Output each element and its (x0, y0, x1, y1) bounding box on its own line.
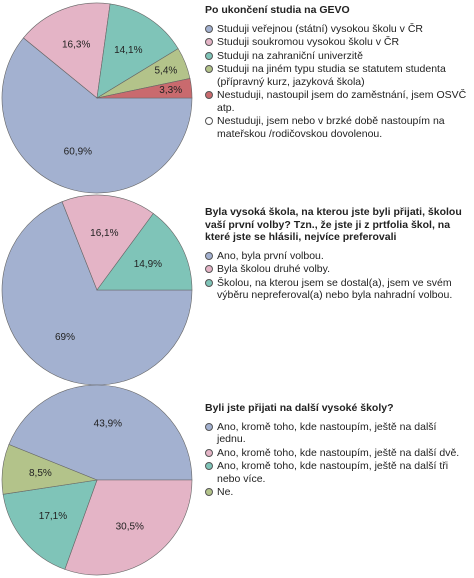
data-label: 14,1% (114, 45, 142, 56)
legend-label: Studuji na zahraniční univerzitě (217, 49, 363, 62)
legend-label: Nestuduji, nastoupil jsem do zaměstnání,… (217, 89, 467, 114)
data-label: 14,9% (134, 259, 162, 270)
pie-slice (22, 2, 111, 99)
legend-label: Ano, byla první volbou. (217, 249, 324, 262)
pie-slice (61, 194, 154, 291)
legend-item: Studuji soukromou vysokou školu v ČR (205, 36, 467, 49)
chart: 43,9% 30,5% 17,1% 8,5% Byli jste přijati na … (0, 382, 474, 576)
legend-item: Nestuduji, jsem nebo v brzké době nastou… (205, 115, 467, 140)
legend-label: Byla školou druhé volby. (217, 263, 331, 275)
legend-marker (205, 91, 213, 99)
legend-label: Studuji soukromou vysokou školu v ČR (217, 36, 400, 48)
legend-marker (205, 462, 213, 470)
legend-item: Studuji na zahraniční univerzitě (205, 50, 467, 63)
pie-slice (1, 444, 99, 495)
legend-item: Ano, kromě toho, kde nastoupím, ještě na… (205, 421, 467, 446)
legend-label: Ne. (217, 486, 234, 498)
chart: 60,9% 16,3% 14,1% 5,4% 3,3% Po ukončení studi… (0, 0, 474, 194)
legend-label: Nestuduji, jsem nebo v brzké době nastou… (217, 115, 445, 140)
pie-slice (1, 201, 193, 386)
pie-chart: 60,9% 16,3% 14,1% 5,4% 3,3% (1, 2, 193, 194)
legend-marker (205, 65, 213, 73)
chart-title: Byla vysoká škola, na kterou jste byli p… (205, 206, 462, 243)
pie-slice (2, 479, 98, 570)
legend-marker (205, 278, 213, 287)
pie-slice (96, 213, 193, 291)
legend-item: Ano, byla první volbou. (205, 250, 467, 263)
data-label: 8,5% (29, 468, 52, 479)
data-label: 30,5% (116, 521, 144, 532)
pie-chart: 69% 16,1% 14,9% (1, 194, 193, 386)
legend-item: Ne. (205, 486, 467, 499)
chart-title: Po ukončení studia na GEVO (205, 4, 350, 16)
legend-marker (205, 51, 213, 60)
legend-marker (205, 251, 213, 260)
legend-marker (205, 117, 213, 125)
pie-chart: 43,9% 30,5% 17,1% 8,5% (1, 384, 193, 576)
chart-title: Byli jste přijati na další vysoké školy? (205, 402, 394, 414)
legend-marker (205, 24, 213, 33)
legend-label: Ano, kromě toho, kde nastoupím, ještě na… (217, 420, 437, 446)
data-label: 60,9% (64, 146, 92, 157)
legend-item: Studuji na jiném typu studia se statutem… (205, 63, 467, 88)
pie-slice (96, 78, 193, 99)
pie-slice (1, 37, 193, 194)
legend-item: Nestuduji, nastoupil jsem do zaměstnání,… (205, 89, 467, 114)
data-label: 43,9% (94, 419, 122, 430)
legend-item: Ano, kromě toho, kde nastoupím, ještě na… (205, 460, 467, 485)
data-label: 16,3% (62, 40, 90, 51)
legend-label: Studuji na jiném typu studia se statutem… (217, 63, 446, 88)
legend-item: Studuji veřejnou (státní) vysokou školu … (205, 23, 467, 36)
legend: Byla vysoká škola, na kterou jste byli p… (205, 206, 467, 303)
pie-slice (64, 479, 193, 576)
legend-item: Byla školou druhé volby. (205, 263, 467, 276)
legend-marker (205, 38, 213, 46)
data-label: 69% (55, 332, 75, 343)
legend: Po ukončení studia na GEVO Studuji veřejn… (205, 4, 467, 141)
legend-label: Ano, kromě toho, kde nastoupím, ještě na… (217, 446, 460, 459)
data-label: 17,1% (39, 511, 67, 522)
data-label: 5,4% (154, 65, 177, 76)
legend-item: Školou, na kterou jsem se dostal(a), jse… (205, 277, 467, 302)
legend-item: Ano, kromě toho, kde nastoupím, ještě na… (205, 447, 467, 460)
legend-label: Studuji veřejnou (státní) vysokou školu … (217, 22, 424, 35)
chart: 69% 16,1% 14,9% Byla vysoká škola, na ktero… (0, 192, 474, 386)
data-label: 16,1% (90, 228, 118, 239)
pie-slice (96, 3, 179, 99)
data-label: 3,3% (159, 85, 182, 96)
legend-label: Ano, kromě toho, kde nastoupím, ještě na… (217, 460, 449, 485)
pie-slice (8, 384, 193, 481)
legend-marker (205, 422, 213, 431)
legend: Byli jste přijati na další vysoké školy?… (205, 402, 467, 500)
legend-marker (205, 448, 213, 457)
legend-marker (205, 488, 213, 496)
legend-marker (205, 265, 213, 273)
legend-label: Školou, na kterou jsem se dostal(a), jse… (217, 276, 453, 302)
